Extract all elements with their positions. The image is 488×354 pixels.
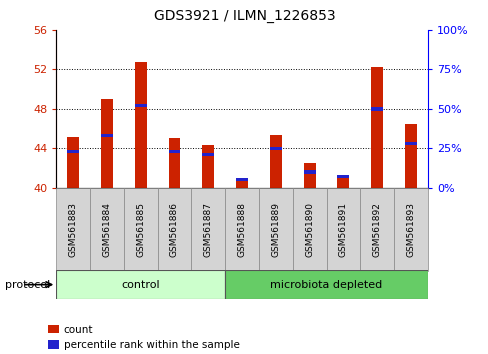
Bar (135, 104, 146, 107)
Text: control: control (121, 280, 160, 290)
Bar (303, 163, 315, 188)
Bar (236, 178, 247, 188)
Bar (168, 138, 180, 188)
Text: GSM561893: GSM561893 (406, 202, 415, 257)
Text: microbiota depleted: microbiota depleted (270, 280, 382, 290)
FancyBboxPatch shape (224, 270, 427, 299)
FancyBboxPatch shape (393, 188, 427, 271)
FancyBboxPatch shape (56, 188, 90, 271)
FancyBboxPatch shape (90, 188, 123, 271)
Text: GSM561884: GSM561884 (102, 202, 111, 257)
Bar (404, 124, 416, 188)
Text: GSM561887: GSM561887 (203, 202, 212, 257)
Bar (101, 134, 113, 137)
Bar (202, 145, 214, 188)
Text: protocol: protocol (5, 280, 50, 290)
Text: GSM561891: GSM561891 (338, 202, 347, 257)
Text: GSM561888: GSM561888 (237, 202, 246, 257)
FancyBboxPatch shape (123, 188, 157, 271)
FancyBboxPatch shape (326, 188, 360, 271)
Bar (168, 150, 180, 153)
Bar (303, 170, 315, 173)
Bar (370, 67, 382, 188)
Bar (337, 175, 348, 178)
Text: GSM561883: GSM561883 (68, 202, 78, 257)
Bar (202, 153, 214, 156)
Bar (67, 150, 79, 153)
FancyBboxPatch shape (292, 188, 326, 271)
Legend: count, percentile rank within the sample: count, percentile rank within the sample (44, 320, 244, 354)
Bar (236, 178, 247, 182)
Bar (67, 137, 79, 188)
Bar (135, 62, 146, 188)
Text: GDS3921 / ILMN_1226853: GDS3921 / ILMN_1226853 (153, 9, 335, 23)
Text: GSM561892: GSM561892 (372, 202, 381, 257)
Bar (404, 142, 416, 145)
FancyBboxPatch shape (56, 270, 224, 299)
Text: GSM561885: GSM561885 (136, 202, 145, 257)
Bar (269, 147, 281, 150)
Bar (337, 176, 348, 188)
Text: GSM561886: GSM561886 (170, 202, 179, 257)
FancyBboxPatch shape (157, 188, 191, 271)
FancyBboxPatch shape (224, 188, 259, 271)
Bar (101, 99, 113, 188)
Bar (269, 136, 281, 188)
FancyBboxPatch shape (360, 188, 393, 271)
Text: GSM561889: GSM561889 (271, 202, 280, 257)
Text: GSM561890: GSM561890 (305, 202, 313, 257)
FancyBboxPatch shape (191, 188, 224, 271)
Bar (370, 107, 382, 110)
FancyBboxPatch shape (259, 188, 292, 271)
